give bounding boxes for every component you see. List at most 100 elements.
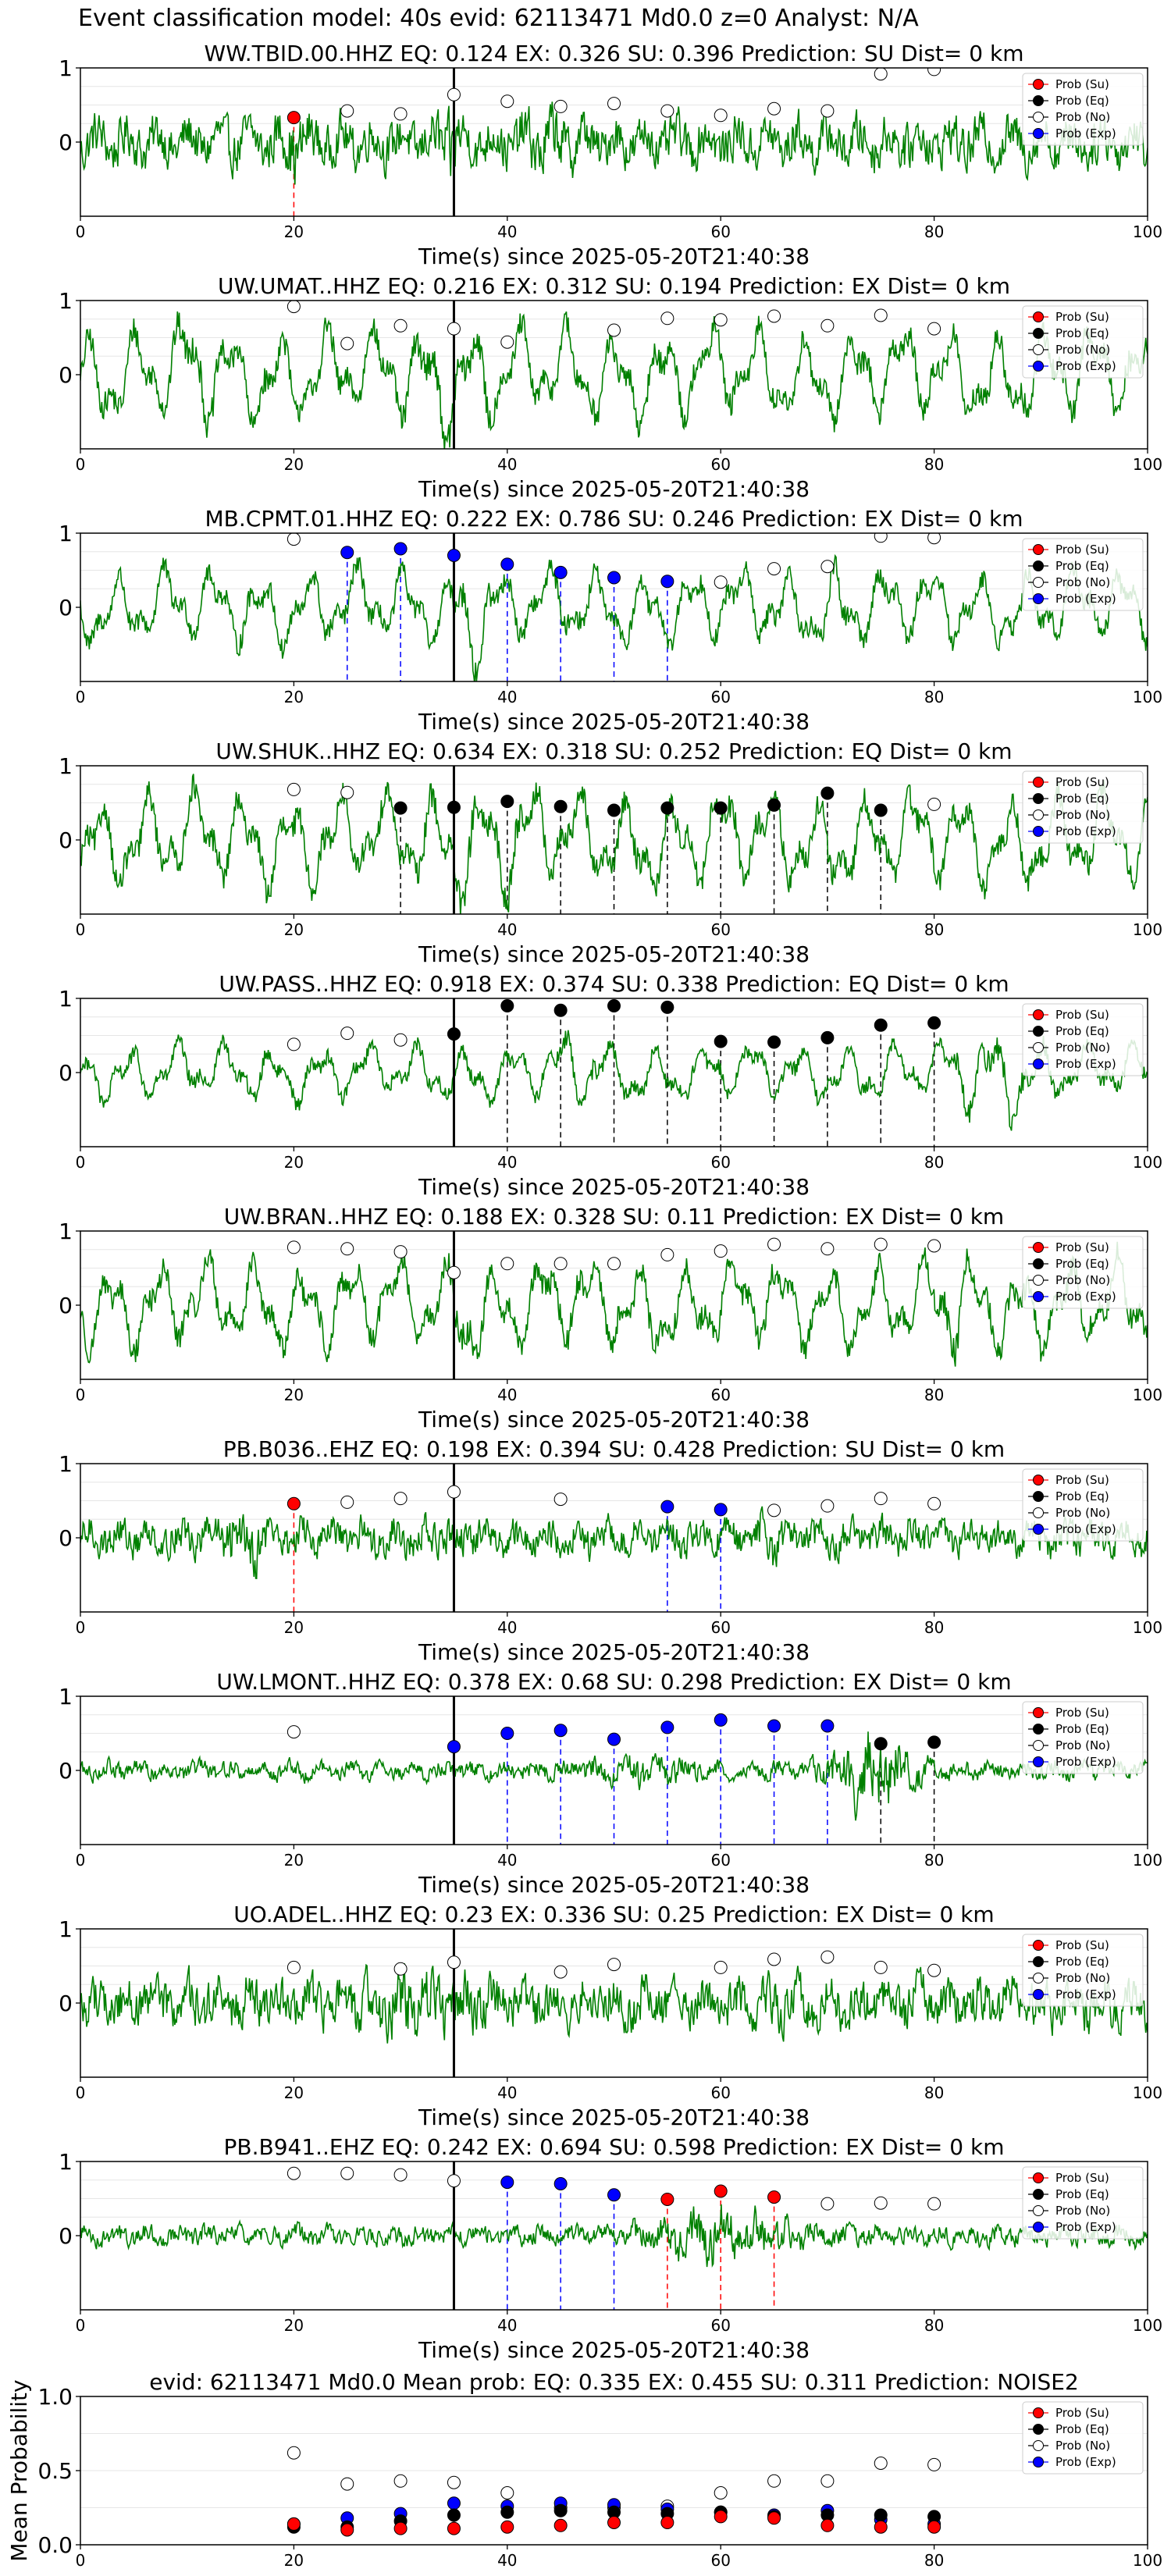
station-panel: UW.PASS..HHZ EQ: 0.918 EX: 0.374 SU: 0.3…: [59, 971, 1162, 1200]
station-panel: UW.LMONT..HHZ EQ: 0.378 EX: 0.68 SU: 0.2…: [59, 1669, 1162, 1898]
prob-point-no: [447, 2174, 461, 2188]
legend-marker-no: [1033, 1507, 1044, 1518]
prob-point-exp: [714, 1503, 728, 1517]
prob-point-no: [287, 1725, 301, 1739]
y-tick-label: 0: [59, 595, 73, 621]
legend-marker-no: [1033, 809, 1044, 820]
prob-point-no: [927, 1496, 941, 1510]
prob-point-eq: [447, 800, 461, 814]
x-tick-label: 100: [1133, 920, 1162, 939]
prob-point-no: [607, 323, 621, 337]
x-tick-label: 20: [284, 1618, 304, 1637]
legend-marker-exp: [1033, 128, 1044, 139]
legend-marker-no: [1033, 1973, 1044, 1984]
mean-prob-point-no: [927, 2457, 941, 2471]
prob-point-no: [874, 533, 888, 543]
legend-label: Prob (Eq): [1055, 2422, 1109, 2436]
legend-label: Prob (Su): [1055, 1240, 1109, 1254]
mean-prob-point-eq: [447, 2508, 461, 2522]
prob-point-no: [500, 335, 514, 349]
x-tick-label: 0: [76, 2316, 86, 2335]
prob-point-no: [447, 87, 461, 101]
prob-point-no: [607, 1257, 621, 1271]
legend-marker-eq: [1033, 95, 1044, 106]
mean-prob-point-su: [500, 2520, 514, 2534]
legend-label: Prob (Exp): [1055, 359, 1116, 373]
legend-marker-no: [1033, 1740, 1044, 1751]
prob-point-no: [767, 562, 781, 576]
legend-label: Prob (Exp): [1055, 2220, 1116, 2234]
legend-label: Prob (Su): [1055, 1008, 1109, 1022]
x-tick-label: 60: [710, 1851, 730, 1870]
legend-label: Prob (Eq): [1055, 2187, 1109, 2201]
x-tick-label: 60: [710, 2316, 730, 2335]
prob-point-eq: [874, 803, 888, 817]
legend: Prob (Su) Prob (Eq) Prob (No) Prob (Exp): [1022, 73, 1144, 146]
panel-title: WW.TBID.00.HHZ EQ: 0.124 EX: 0.326 SU: 0…: [205, 41, 1024, 66]
y-tick-label: 1: [59, 986, 73, 1012]
axes-frame: [80, 300, 1148, 450]
prob-point-su: [767, 2190, 781, 2204]
x-tick-label: 80: [924, 1851, 944, 1870]
legend-marker-su: [1033, 2172, 1044, 2183]
x-axis-label: Time(s) since 2025-05-20T21:40:38: [418, 2105, 810, 2130]
x-tick-label: 20: [284, 920, 304, 939]
prob-point-eq: [714, 1034, 728, 1048]
station-panel: UO.ADEL..HHZ EQ: 0.23 EX: 0.336 SU: 0.25…: [59, 1902, 1162, 2130]
y-tick-label: 0: [59, 130, 73, 155]
legend-label: Prob (Eq): [1055, 559, 1109, 573]
legend-marker-su: [1033, 1009, 1044, 1020]
x-tick-label: 100: [1133, 222, 1162, 241]
legend-label: Prob (Eq): [1055, 1024, 1109, 1038]
legend-marker-su: [1033, 2407, 1044, 2418]
legend-label: Prob (No): [1055, 1273, 1110, 1287]
legend-label: Prob (No): [1055, 808, 1110, 822]
x-tick-label: 40: [497, 2316, 517, 2335]
prob-point-eq: [553, 1003, 568, 1017]
x-axis-label: Time(s) since 2025-05-20T21:40:38: [418, 1872, 810, 1898]
x-tick-label: 40: [497, 2551, 517, 2570]
legend-marker-eq: [1033, 1026, 1044, 1037]
panel-title: evid: 62113471 Md0.0 Mean prob: EQ: 0.33…: [149, 2369, 1079, 2395]
y-tick-label: 1: [59, 288, 73, 314]
waveform-trace: [80, 1731, 1148, 1821]
prob-point-no: [874, 1492, 888, 1506]
legend: Prob (Su) Prob (Eq) Prob (No) Prob (Exp): [1022, 2166, 1144, 2240]
prob-point-exp: [500, 2176, 514, 2190]
legend-label: Prob (Su): [1055, 775, 1109, 789]
mean-prob-point-su: [607, 2516, 621, 2529]
mean-prob-point-su: [767, 2511, 781, 2525]
legend-marker-exp: [1033, 1756, 1044, 1767]
x-tick-label: 100: [1133, 2316, 1162, 2335]
legend-label: Prob (Exp): [1055, 1987, 1116, 2001]
legend-marker-su: [1033, 1242, 1044, 1253]
mean-prob-point-su: [927, 2520, 941, 2534]
prob-point-no: [820, 560, 835, 574]
mean-prob-point-su: [553, 2518, 568, 2532]
legend: Prob (Su) Prob (Eq) Prob (No) Prob (Exp): [1022, 1701, 1144, 1774]
prob-point-no: [820, 318, 835, 333]
prob-point-no: [927, 533, 941, 545]
y-tick-label: 0: [59, 827, 73, 853]
x-tick-label: 100: [1133, 2083, 1162, 2102]
plot-area: [80, 301, 1148, 449]
panel-title: UW.SHUK..HHZ EQ: 0.634 EX: 0.318 SU: 0.2…: [215, 738, 1012, 764]
x-tick-label: 100: [1133, 1386, 1162, 1404]
x-tick-label: 0: [76, 688, 86, 706]
y-tick-label: 1: [59, 753, 73, 779]
y-axis-label: Mean Probability: [6, 2379, 32, 2561]
legend-label: Prob (No): [1055, 1506, 1110, 1520]
prob-point-exp: [553, 1724, 568, 1738]
prob-point-no: [553, 1493, 568, 1507]
plot-area: [80, 1231, 1148, 1379]
prob-point-eq: [820, 1030, 835, 1044]
y-tick-label: 1: [59, 1916, 73, 1942]
prob-point-exp: [447, 549, 461, 562]
prob-point-eq: [927, 1735, 941, 1749]
x-tick-label: 60: [710, 1386, 730, 1404]
prob-point-no: [660, 1247, 674, 1261]
y-tick-label: 0: [59, 1060, 73, 1086]
legend-label: Prob (Exp): [1055, 592, 1116, 606]
x-tick-label: 20: [284, 2551, 304, 2570]
waveform-trace: [80, 2204, 1148, 2268]
